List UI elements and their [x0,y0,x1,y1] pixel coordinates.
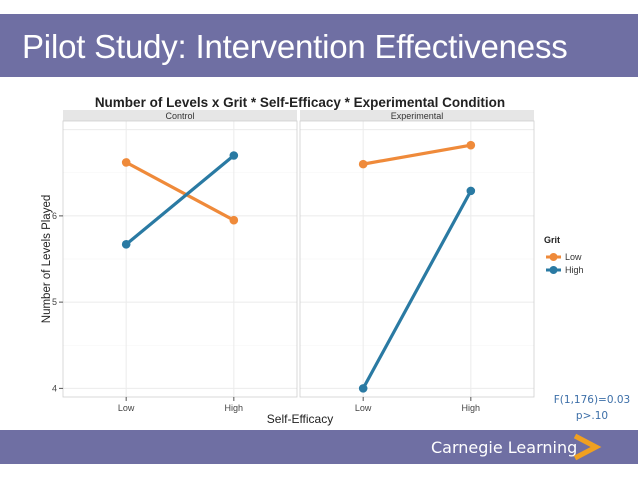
x-tick-label: Low [355,403,372,413]
x-axis: Low High Low High [118,397,480,413]
interaction-chart: Number of Levels x Grit * Self-Efficacy … [41,95,584,426]
legend: Grit Low High [544,235,584,275]
legend-label-low: Low [565,252,582,262]
panel-control: Control [63,110,297,397]
x-tick-label: High [462,403,481,413]
data-point-low-low [358,159,368,169]
y-axis-label: Number of Levels Played [41,195,53,323]
series-line-low-experimental [361,143,473,166]
data-point-high-high [466,186,476,196]
legend-swatch-low-marker [549,253,558,261]
panel-label-control: Control [165,111,194,121]
panel-strip-control [63,110,297,121]
y-axis: 4 5 6 [52,211,63,393]
slide-title: Pilot Study: Intervention Effectiveness [22,28,568,65]
data-point-low-high [229,215,239,225]
p-value: p>.10 [575,410,609,422]
x-tick-label: Low [118,403,135,413]
f-statistic: F(1,176)=0.03 [553,394,631,406]
series-line-low-control [124,160,236,222]
data-point-high-low [121,240,131,249]
data-point-low-high [466,140,476,150]
x-axis-label: Self-Efficacy [267,412,333,426]
brand-chevron-icon [573,433,602,461]
chart-title: Number of Levels x Grit * Self-Efficacy … [95,95,505,110]
y-tick-label: 5 [52,297,57,307]
footer-bar: Carnegie Learning [0,430,638,464]
title-bar: Pilot Study: Intervention Effectiveness [0,14,638,77]
panel-label-experimental: Experimental [391,111,444,121]
data-point-high-low [358,384,368,393]
data-point-high-high [229,151,239,160]
legend-swatch-high-marker [549,266,558,274]
panel-strip-experimental [300,110,534,121]
series-line-high-experimental [361,189,473,390]
y-tick-label: 6 [52,211,57,221]
brand-name: Carnegie Learning [431,438,578,457]
legend-label-high: High [565,265,584,275]
panel-border [299,120,535,398]
y-tick-label: 4 [52,383,57,393]
legend-title: Grit [544,235,560,245]
panel-border [62,120,298,398]
x-tick-label: High [225,403,244,413]
data-point-low-low [121,158,131,167]
series-line-high-control [124,153,236,246]
stats-annotation: F(1,176)=0.03 p>.10 [548,392,636,424]
series-layer [121,140,476,393]
